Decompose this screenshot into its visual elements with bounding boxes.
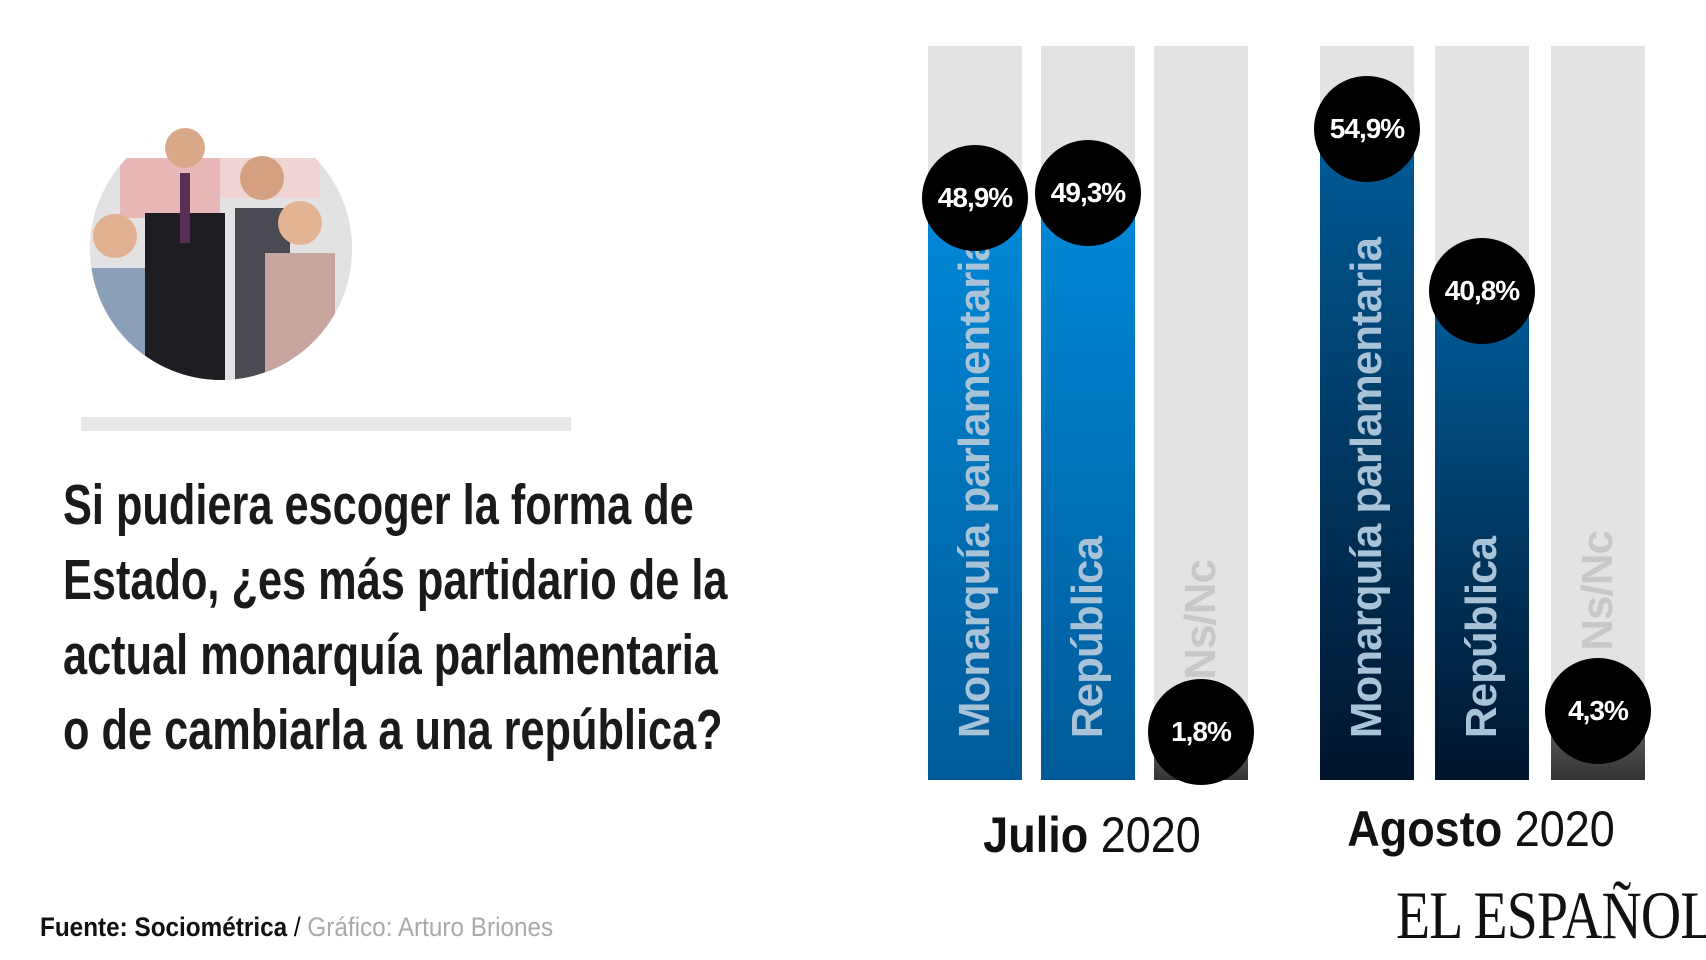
separator: /	[287, 912, 308, 942]
year: 2020	[1502, 801, 1615, 857]
value-bubble: 49,3%	[1035, 140, 1141, 247]
bar-category-label: Ns/Nc	[1573, 530, 1622, 651]
footer: Fuente: Sociométrica / Gráfico: Arturo B…	[40, 912, 553, 943]
bar-category-label: Monarquía parlamentaria	[1342, 237, 1391, 738]
credit: Gráfico: Arturo Briones	[307, 912, 554, 942]
bar-category-label: República	[1457, 536, 1506, 738]
bar-track: República	[1435, 46, 1529, 780]
title-line: actual monarquía parlamentaria	[63, 623, 718, 687]
source: Fuente: Sociométrica	[40, 912, 288, 942]
bar	[1435, 290, 1529, 780]
month-label: Julio 2020	[983, 806, 1201, 864]
bar-track: Ns/Nc	[1154, 46, 1248, 780]
month-name: Julio	[983, 807, 1089, 863]
bar-category-label: Ns/Nc	[1176, 559, 1225, 680]
bar	[1041, 193, 1135, 780]
bar	[1320, 128, 1414, 780]
el-espanol-logo: EL ESPAÑOL	[1396, 877, 1706, 953]
royal-family-photo	[90, 118, 352, 380]
value-bubble: 54,9%	[1314, 75, 1420, 182]
value-bubble: 48,9%	[922, 144, 1028, 251]
divider	[81, 417, 571, 431]
year: 2020	[1088, 807, 1201, 863]
question-title: Si pudiera escoger la forma de Estado, ¿…	[63, 468, 727, 768]
title-line: o de cambiarla a una república?	[63, 698, 723, 762]
value-bubble: 1,8%	[1148, 679, 1254, 785]
bar-category-label: República	[1063, 536, 1112, 738]
bar	[928, 197, 1022, 780]
value-bubble: 40,8%	[1429, 237, 1535, 344]
value-bubble: 4,3%	[1545, 657, 1651, 764]
bar-category-label: Monarquía parlamentaria	[950, 237, 999, 738]
photo-illustration-icon	[90, 118, 352, 380]
title-line: Estado, ¿es más partidario de la	[63, 548, 728, 612]
month-name: Agosto	[1347, 801, 1503, 857]
month-label: Agosto 2020	[1347, 800, 1615, 858]
title-line: Si pudiera escoger la forma de	[63, 473, 694, 537]
